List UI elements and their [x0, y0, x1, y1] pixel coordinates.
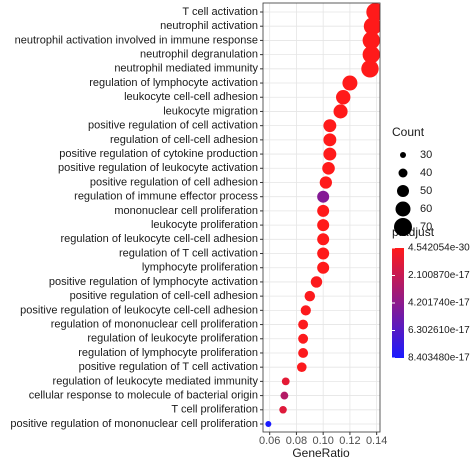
y-tick-label: neutrophil mediated immunity	[114, 63, 258, 75]
y-tick-label: positive regulation of cell adhesion	[90, 176, 258, 188]
y-tick-label: regulation of lymphocyte proliferation	[78, 347, 258, 359]
y-tick-label: regulation of mononuclear cell prolifera…	[51, 318, 258, 330]
y-tick-label: regulation of cell-cell adhesion	[110, 134, 258, 146]
dot	[317, 261, 330, 274]
size-legend-title: Count	[392, 125, 425, 139]
panel-border	[262, 2, 381, 433]
size-legend-dot	[398, 168, 408, 178]
color-legend-label: 8.403480e-17	[408, 353, 470, 364]
y-tick-label: regulation of lymphocyte activation	[89, 77, 258, 89]
dot	[323, 119, 337, 133]
dot	[361, 60, 379, 78]
size-legend-label: 60	[420, 203, 432, 215]
dot	[342, 75, 358, 91]
dot	[362, 45, 380, 64]
y-tick-label: regulation of leukocyte proliferation	[87, 333, 258, 345]
dot	[265, 421, 272, 427]
size-legend-dot	[397, 185, 409, 197]
y-tick-label: regulation of T cell activation	[119, 247, 258, 259]
y-tick-label: neutrophil degranulation	[140, 49, 258, 61]
y-tick-label: mononuclear cell proliferation	[114, 205, 258, 217]
size-legend-dot	[400, 152, 406, 158]
x-tick-label: 0.06	[259, 435, 280, 447]
dot	[280, 391, 289, 400]
color-legend-label: 4.201740e-17	[408, 298, 470, 309]
y-tick-label: regulation of leukocyte cell-cell adhesi…	[60, 233, 258, 245]
dot	[281, 377, 290, 386]
color-legend-label: 6.302610e-17	[408, 325, 470, 336]
dot	[304, 290, 316, 302]
y-tick-label: positive regulation of cytokine producti…	[59, 148, 258, 160]
y-tick-label: leukocyte migration	[163, 105, 258, 117]
x-tick-label: 0.08	[286, 435, 307, 447]
color-legend-label: 4.542054e-30	[408, 243, 470, 254]
y-tick-label: neutrophil activation	[160, 20, 258, 32]
y-tick-label: positive regulation of cell activation	[88, 120, 258, 132]
x-tick-label: 0.14	[366, 435, 387, 447]
dot	[317, 247, 330, 260]
y-tick-label: leukocyte proliferation	[151, 219, 258, 231]
size-legend-label: 40	[420, 167, 432, 179]
dot	[296, 362, 307, 372]
dot	[336, 90, 351, 105]
y-tick-label: regulation of leukocyte mediated immunit…	[53, 375, 259, 387]
y-tick-label: positive regulation of leukocyte cell-ce…	[20, 304, 258, 316]
y-tick-label: positive regulation of lymphocyte activa…	[49, 276, 258, 288]
y-tick-label: leukocyte cell-cell adhesion	[124, 91, 258, 103]
dot	[323, 147, 337, 161]
y-tick-label: lymphocyte proliferation	[142, 262, 258, 274]
size-legend-dot	[394, 218, 412, 236]
size-legend-dot	[395, 201, 411, 217]
color-legend-label: 2.100870e-17	[408, 270, 470, 281]
y-tick-label: positive regulation of mononuclear cell …	[10, 418, 258, 430]
dot	[317, 204, 330, 217]
y-tick-label: positive regulation of T cell activation	[79, 361, 258, 373]
y-tick-label: T cell activation	[182, 6, 258, 18]
dot	[319, 176, 332, 189]
size-legend-label: 70	[420, 221, 432, 233]
dot	[323, 133, 337, 147]
dot	[317, 233, 330, 246]
dot	[317, 219, 330, 232]
x-tick-label: 0.10	[312, 435, 333, 447]
dot	[363, 17, 380, 36]
dot	[300, 305, 311, 316]
y-tick-label: cellular response to molecule of bacteri…	[29, 389, 258, 401]
panel	[263, 3, 380, 432]
dot	[279, 406, 287, 414]
y-tick-label: T cell proliferation	[171, 404, 258, 416]
dot	[298, 348, 309, 358]
dot	[322, 161, 335, 175]
y-tick-label: regulation of immune effector process	[74, 191, 258, 203]
size-legend-label: 30	[420, 149, 432, 161]
dot	[366, 3, 380, 21]
dot	[333, 104, 348, 119]
dot	[317, 190, 330, 203]
x-axis-title: GeneRatio	[292, 446, 350, 460]
dot	[298, 333, 309, 344]
x-tick-label: 0.12	[339, 435, 360, 447]
y-tick-label: neutrophil activation involved in immune…	[15, 34, 258, 46]
y-tick-label: positive regulation of cell-cell adhesio…	[70, 290, 258, 302]
dot	[362, 31, 380, 50]
size-legend-label: 50	[420, 185, 432, 197]
y-tick-label: positive regulation of leukocyte activat…	[58, 162, 258, 174]
dot	[298, 319, 309, 330]
dot	[310, 276, 323, 288]
